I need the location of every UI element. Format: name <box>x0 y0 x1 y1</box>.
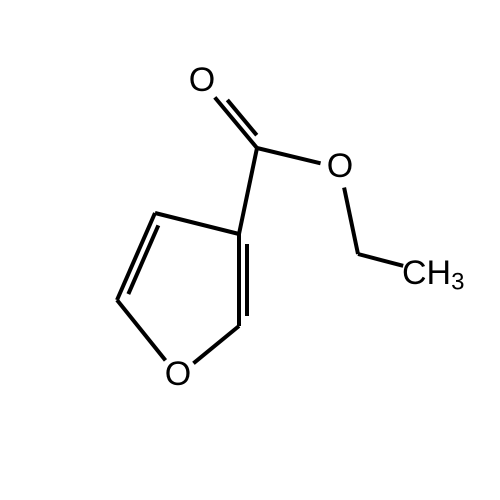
bond <box>257 148 321 163</box>
atom-label-o: O <box>327 147 353 185</box>
bond <box>358 254 403 266</box>
atom-label-o: O <box>165 355 191 393</box>
bond <box>344 188 358 254</box>
bond <box>117 300 165 360</box>
bond <box>117 213 155 300</box>
molecule-diagram: O O O CH3 <box>0 0 500 500</box>
atom-label-ch3: CH3 <box>402 254 464 296</box>
bond <box>155 213 239 234</box>
bond <box>239 148 257 234</box>
atom-label-o: O <box>189 61 215 99</box>
bond <box>193 326 239 363</box>
bond <box>215 97 257 148</box>
